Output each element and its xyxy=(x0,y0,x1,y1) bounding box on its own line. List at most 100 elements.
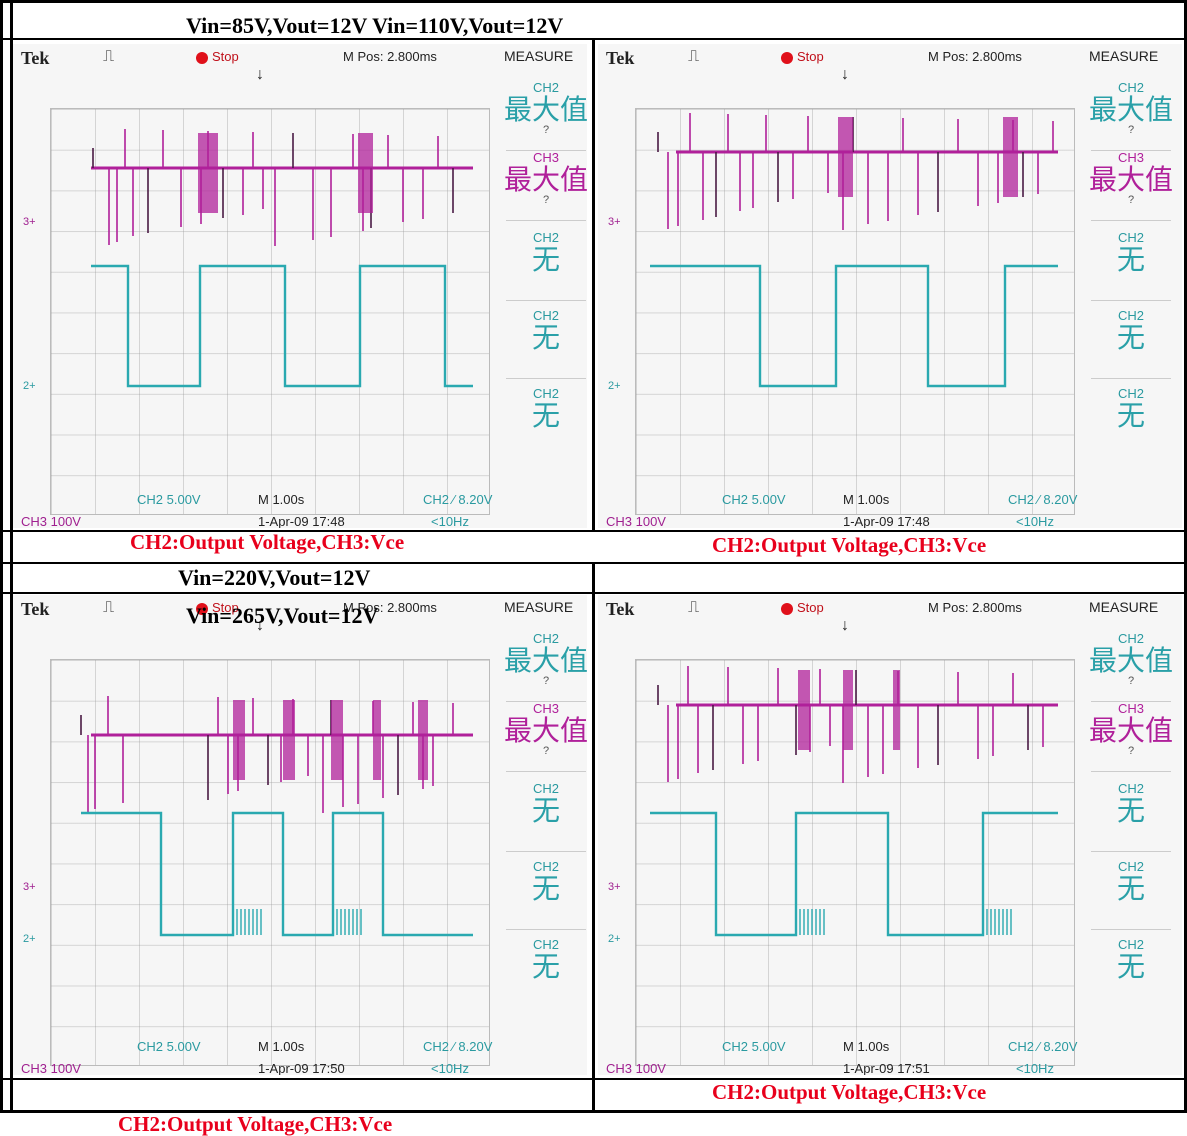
scope-graticule xyxy=(50,659,490,1066)
datetime: 1-Apr-09 17:48 xyxy=(258,514,345,528)
measure-channel: CH2 xyxy=(532,937,559,952)
run-state: Stop xyxy=(797,600,824,615)
measure-item[interactable]: CH2 无 xyxy=(496,937,587,982)
stop-indicator-icon xyxy=(196,603,208,615)
measure-value: 无 xyxy=(531,399,560,432)
measure-qmark: ? xyxy=(542,194,550,206)
trigger-mode-icon: ⎍ xyxy=(103,599,115,616)
datetime: 1-Apr-09 17:48 xyxy=(843,514,930,528)
ch3-scale: CH3 100V xyxy=(606,514,666,528)
scope-screen-4: Tek ⎍ Stop M Pos: 2.800ms ↓ MEASURE CH2 最大值? CH3… xyxy=(598,595,1182,1075)
table-border-right xyxy=(1184,0,1187,1113)
run-state: Stop xyxy=(212,600,239,615)
trigger-frequency: <10Hz xyxy=(1016,1061,1054,1075)
measure-item[interactable]: CH2 无 xyxy=(1081,308,1181,353)
measure-item[interactable]: CH2 最大值? xyxy=(496,80,587,136)
measure-item[interactable]: CH2 最大值? xyxy=(496,631,587,687)
measure-qmark: ? xyxy=(1127,194,1135,206)
measure-channel: CH3 xyxy=(532,150,559,165)
measure-item[interactable]: CH3 最大值? xyxy=(1081,150,1181,206)
brand-label: Tek xyxy=(21,48,50,68)
measure-channel: CH2 xyxy=(1117,230,1144,245)
measure-value: 最大值 xyxy=(1088,163,1173,196)
time-scale: M 1.00s xyxy=(258,492,305,507)
measure-item[interactable]: CH2 无 xyxy=(1081,781,1181,826)
stop-indicator-icon xyxy=(781,52,793,64)
measure-value: 无 xyxy=(1116,950,1145,983)
title-row2-a: Vin=220V,Vout=12V xyxy=(178,565,371,590)
ch2-marker: 2+ xyxy=(23,380,36,392)
measure-channel: CH2 xyxy=(532,386,559,401)
measure-item[interactable]: CH2 无 xyxy=(496,308,587,353)
brand-label: Tek xyxy=(21,599,50,619)
measure-value: 最大值 xyxy=(1088,644,1173,677)
table-col-divider-2 xyxy=(592,562,595,1113)
ch3-scale: CH3 100V xyxy=(606,1061,666,1075)
scope-screen-3: Tek ⎍ Stop M Pos: 2.800ms ↓ MEASURE CH2 最大值? CH3… xyxy=(13,595,587,1075)
datetime: 1-Apr-09 17:51 xyxy=(843,1061,930,1075)
measure-qmark: ? xyxy=(542,124,550,136)
table-border-top xyxy=(0,0,1187,3)
measure-item[interactable]: CH3 最大值? xyxy=(496,701,587,757)
ch3-marker: 3+ xyxy=(608,216,621,228)
measure-title: MEASURE xyxy=(1089,599,1159,615)
trigger-position-icon: ↓ xyxy=(256,66,264,83)
ch2-scale: CH2 5.00V xyxy=(722,1039,786,1054)
measure-item[interactable]: CH2 无 xyxy=(1081,937,1181,982)
measure-item[interactable]: CH2 无 xyxy=(496,230,587,275)
ch3-marker: 3+ xyxy=(608,881,621,893)
brand-label: Tek xyxy=(606,599,635,619)
ch3-burst xyxy=(331,700,343,780)
caption-top-right: CH2:Output Voltage,CH3:Vce xyxy=(712,533,987,557)
measure-channel: CH2 xyxy=(1117,781,1144,796)
measure-channel: CH2 xyxy=(532,230,559,245)
ch2-marker: 2+ xyxy=(608,933,621,945)
scope-screen-1: Tek ⎍ Stop M Pos: 2.800ms ↓ MEASURE CH2 最大值? CH3… xyxy=(13,44,587,528)
ch3-marker: 3+ xyxy=(23,881,36,893)
table-col-divider-1 xyxy=(592,38,595,532)
measure-item[interactable]: CH2 无 xyxy=(496,386,587,431)
ch2-waveform xyxy=(81,811,473,937)
trigger-mode-icon: ⎍ xyxy=(688,48,700,65)
measure-item[interactable]: CH3 最大值? xyxy=(496,150,587,206)
ch3-burst xyxy=(893,670,900,750)
trigger-frequency: <10Hz xyxy=(1016,514,1054,528)
measure-value: 最大值 xyxy=(503,714,587,747)
ch3-burst xyxy=(838,117,853,197)
measure-item[interactable]: CH2 无 xyxy=(1081,859,1181,904)
measure-channel: CH3 xyxy=(532,701,559,716)
ch3-burst xyxy=(233,700,245,780)
trigger-position-icon: ↓ xyxy=(841,617,849,634)
waveform-traces xyxy=(650,666,1058,937)
measure-value: 最大值 xyxy=(1088,93,1173,126)
ch2-scale: CH2 5.00V xyxy=(137,1039,201,1054)
trigger-position-icon: ↓ xyxy=(256,617,264,634)
measure-item[interactable]: CH2 最大值? xyxy=(1081,80,1181,136)
measure-item[interactable]: CH3 最大值? xyxy=(1081,701,1181,757)
time-scale: M 1.00s xyxy=(258,1039,305,1054)
caption-bottom-right: CH2:Output Voltage,CH3:Vce xyxy=(712,1080,987,1104)
measure-value: 无 xyxy=(1116,794,1145,827)
table-border-left xyxy=(0,0,3,1113)
measure-value: 无 xyxy=(1116,872,1145,905)
measure-channel: CH2 xyxy=(1117,937,1144,952)
measure-item[interactable]: CH2 无 xyxy=(1081,386,1181,431)
measure-item[interactable]: CH2 无 xyxy=(496,781,587,826)
measure-value: 最大值 xyxy=(503,93,587,126)
waveform-traces xyxy=(80,696,473,937)
caption-top-left: CH2:Output Voltage,CH3:Vce xyxy=(130,530,405,554)
title-row1: Vin=85V,Vout=12V Vin=110V,Vout=12V xyxy=(186,13,564,38)
ch3-scale: CH3 100V xyxy=(21,1061,81,1075)
measure-value: 无 xyxy=(531,950,560,983)
measure-item[interactable]: CH2 无 xyxy=(496,859,587,904)
m-pos: M Pos: 2.800ms xyxy=(343,600,437,615)
trigger-info: CH2 ⁄ 8.20V xyxy=(1008,1039,1078,1054)
measure-title: MEASURE xyxy=(1089,48,1159,64)
ch3-burst xyxy=(1003,117,1018,197)
scope-graticule xyxy=(635,659,1075,1066)
measure-value: 最大值 xyxy=(503,163,587,196)
measure-item[interactable]: CH2 无 xyxy=(1081,230,1181,275)
measure-qmark: ? xyxy=(1127,124,1135,136)
measure-item[interactable]: CH2 最大值? xyxy=(1081,631,1181,687)
caption-bottom-outside: CH2:Output Voltage,CH3:Vce xyxy=(118,1112,393,1136)
